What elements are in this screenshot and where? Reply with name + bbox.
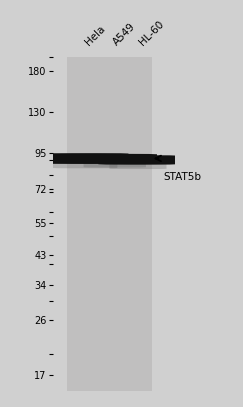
FancyBboxPatch shape (109, 164, 166, 169)
FancyBboxPatch shape (53, 163, 117, 168)
Text: A549: A549 (112, 21, 138, 47)
Bar (67, 57, 152, 391)
Text: Hela: Hela (83, 23, 107, 47)
FancyBboxPatch shape (72, 154, 157, 163)
Text: STAT5b: STAT5b (163, 172, 201, 182)
FancyBboxPatch shape (98, 155, 178, 165)
FancyBboxPatch shape (84, 162, 146, 168)
FancyBboxPatch shape (42, 153, 129, 164)
Text: HL-60: HL-60 (137, 19, 165, 47)
